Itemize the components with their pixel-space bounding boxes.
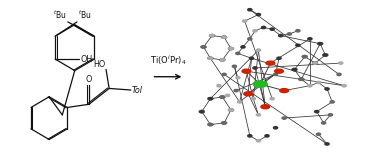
Ellipse shape xyxy=(208,98,212,100)
Ellipse shape xyxy=(270,98,274,100)
Ellipse shape xyxy=(308,38,312,40)
Ellipse shape xyxy=(315,110,319,113)
Circle shape xyxy=(261,105,270,109)
Ellipse shape xyxy=(265,135,269,137)
Ellipse shape xyxy=(313,62,317,64)
Ellipse shape xyxy=(241,46,245,48)
Ellipse shape xyxy=(261,26,266,29)
Ellipse shape xyxy=(236,52,240,55)
Ellipse shape xyxy=(256,140,261,142)
Text: Tol: Tol xyxy=(132,85,143,95)
Ellipse shape xyxy=(278,34,283,37)
Text: O: O xyxy=(86,75,92,84)
Ellipse shape xyxy=(222,36,226,38)
Ellipse shape xyxy=(234,89,238,92)
Text: Ti(O$^i$Pr)$_4$: Ti(O$^i$Pr)$_4$ xyxy=(150,53,186,67)
Ellipse shape xyxy=(208,123,212,126)
Ellipse shape xyxy=(251,98,255,100)
Circle shape xyxy=(280,89,288,93)
Ellipse shape xyxy=(316,81,320,84)
Ellipse shape xyxy=(253,67,257,69)
Text: OH: OH xyxy=(80,55,93,64)
Ellipse shape xyxy=(238,101,242,103)
Circle shape xyxy=(274,69,283,73)
Ellipse shape xyxy=(342,85,346,87)
Ellipse shape xyxy=(256,49,261,51)
Ellipse shape xyxy=(318,43,322,45)
Circle shape xyxy=(253,81,267,87)
Ellipse shape xyxy=(253,30,257,32)
Ellipse shape xyxy=(256,114,261,116)
Text: $^t$Bu: $^t$Bu xyxy=(53,9,67,21)
Ellipse shape xyxy=(337,73,341,76)
Ellipse shape xyxy=(256,13,261,16)
Ellipse shape xyxy=(248,135,252,137)
Circle shape xyxy=(242,69,251,73)
Ellipse shape xyxy=(282,117,286,119)
Ellipse shape xyxy=(328,114,333,116)
Ellipse shape xyxy=(243,20,247,22)
Ellipse shape xyxy=(248,38,252,40)
Ellipse shape xyxy=(339,62,343,64)
Ellipse shape xyxy=(226,94,230,97)
Ellipse shape xyxy=(210,34,214,37)
Ellipse shape xyxy=(250,57,254,59)
Ellipse shape xyxy=(236,77,240,79)
Ellipse shape xyxy=(292,68,296,71)
Ellipse shape xyxy=(273,127,278,129)
Ellipse shape xyxy=(325,88,329,90)
Ellipse shape xyxy=(248,9,252,11)
Ellipse shape xyxy=(322,122,326,124)
Ellipse shape xyxy=(220,59,224,61)
Ellipse shape xyxy=(330,101,334,103)
Ellipse shape xyxy=(323,54,327,56)
Text: HO: HO xyxy=(93,60,105,69)
Ellipse shape xyxy=(229,47,233,50)
Text: $^t$Bu: $^t$Bu xyxy=(78,9,92,21)
Circle shape xyxy=(244,92,253,96)
Ellipse shape xyxy=(201,46,205,48)
Ellipse shape xyxy=(200,110,204,113)
Ellipse shape xyxy=(222,73,226,76)
Ellipse shape xyxy=(273,73,278,76)
Ellipse shape xyxy=(270,28,274,30)
Ellipse shape xyxy=(296,44,300,47)
Ellipse shape xyxy=(299,78,303,80)
Ellipse shape xyxy=(208,57,212,59)
Ellipse shape xyxy=(296,30,300,32)
Ellipse shape xyxy=(287,33,291,35)
Ellipse shape xyxy=(303,55,307,58)
Ellipse shape xyxy=(277,57,281,59)
Ellipse shape xyxy=(316,133,320,135)
Ellipse shape xyxy=(222,122,226,124)
Ellipse shape xyxy=(229,109,233,111)
Ellipse shape xyxy=(233,65,237,67)
Ellipse shape xyxy=(217,85,221,87)
Ellipse shape xyxy=(325,143,329,145)
Circle shape xyxy=(266,61,275,65)
Ellipse shape xyxy=(308,85,312,87)
Ellipse shape xyxy=(220,96,224,98)
